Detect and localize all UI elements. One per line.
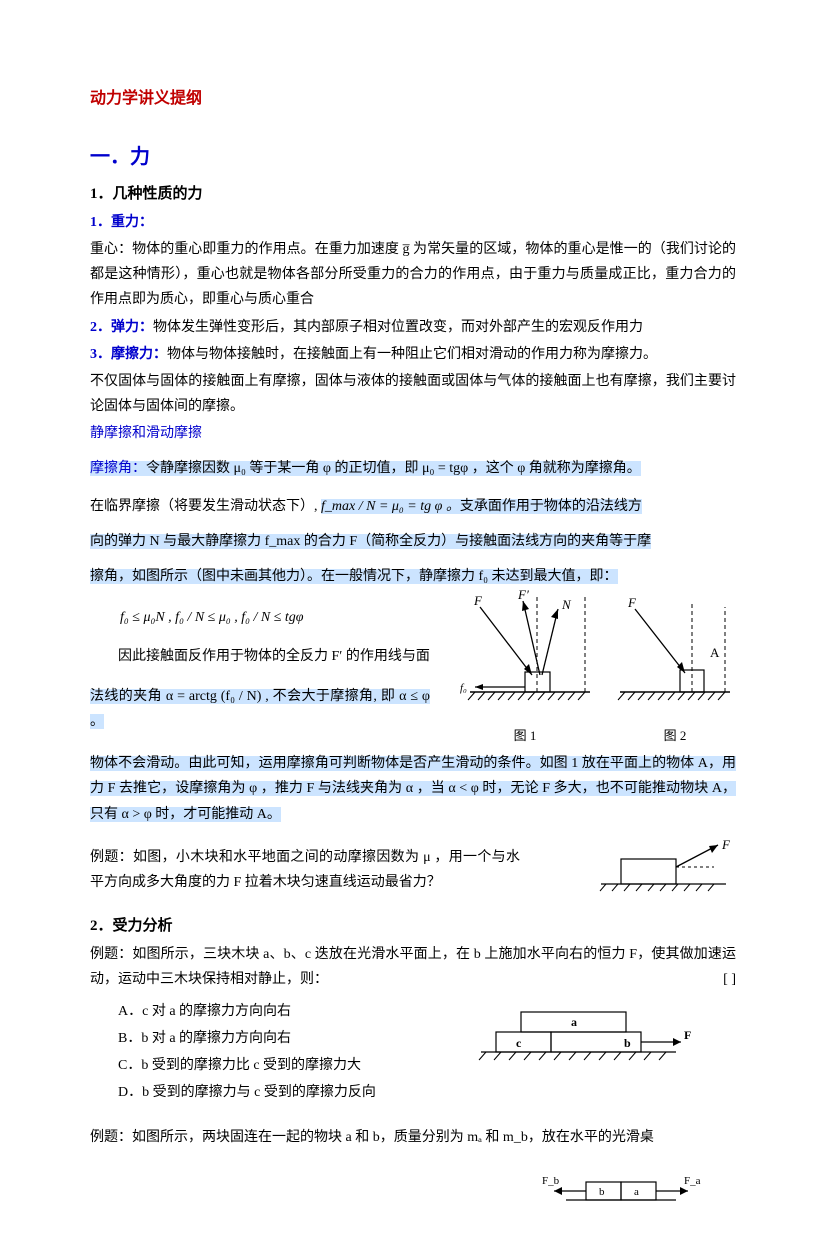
- svg-text:F′: F′: [517, 587, 529, 602]
- formula-group: f₀ ≤ μ₀N , f₀ / N ≤ μ₀ , f₀ / N ≤ tgφ: [90, 597, 430, 634]
- text-friction-2: 不仅固体与固体的接触面上有摩擦，固体与液体的接触面或固体与气体的接触面上也有摩擦…: [90, 369, 736, 419]
- option-d: D．b 受到的摩擦力与 c 受到的摩擦力反向: [90, 1080, 476, 1105]
- svg-text:F: F: [721, 839, 731, 852]
- label-friction: 3．摩擦力：: [90, 347, 167, 362]
- svg-text:F_a: F_a: [684, 1175, 701, 1187]
- label-friction-angle: 摩擦角：: [90, 461, 146, 476]
- text-critical-formula: f_max / N = μ₀ = tg φ 。: [321, 499, 460, 514]
- text-example-3: 例题：如图所示，两块固连在一起的物块 a 和 b，质量分别为 mₐ 和 m_b，…: [90, 1125, 736, 1150]
- svg-text:F: F: [473, 593, 483, 608]
- svg-text:a: a: [634, 1186, 639, 1198]
- hl-critical: f_max / N = μ₀ = tg φ 。支承面作用于物体的沿法线方: [321, 499, 642, 514]
- text-static-sliding: 静摩擦和滑动摩擦: [90, 421, 736, 446]
- example-1-row: 例题：如图，小木块和水平地面之间的动摩擦因数为 μ ，用一个与水平方向成多大角度…: [90, 845, 736, 895]
- option-a: A．c 对 a 的摩擦力方向向右: [90, 999, 476, 1024]
- svg-text:c: c: [516, 1036, 522, 1050]
- svg-text:F: F: [627, 595, 637, 610]
- heading-properties: 1．几种性质的力: [90, 181, 736, 208]
- option-b: B．b 对 a 的摩擦力方向向右: [90, 1026, 476, 1051]
- svg-text:N: N: [561, 597, 572, 612]
- svg-text:b: b: [624, 1036, 631, 1050]
- figure-1: F F′ N f₀ 图 1: [450, 587, 600, 747]
- label-elastic: 2．弹力：: [90, 320, 153, 335]
- document-page: 动力学讲义提纲 一．力 1．几种性质的力 1．重力： 重心：物体的重心即重力的作…: [0, 0, 826, 1252]
- figure-bottom-blocks: F_b F_a b a: [526, 1172, 706, 1212]
- svg-text:F: F: [684, 1028, 691, 1042]
- row-normal-angle: 法线的夹角 α = arctg (f₀ / N) , 不会大于摩擦角, 即 α …: [90, 684, 430, 734]
- heading-analysis: 2．受力分析: [90, 913, 736, 940]
- text-therefore: 因此接触面反作用于物体的全反力 F′ 的作用线与面: [90, 644, 430, 669]
- bracket-blank: [ ]: [723, 967, 736, 992]
- label-gravity: 1．重力：: [90, 210, 736, 235]
- figure-2-label: 图 2: [610, 724, 740, 747]
- row-elastic: 2．弹力：物体发生弹性变形后，其内部原子相对位置改变，而对外部产生的宏观反作用力: [90, 315, 736, 340]
- formula-figure-row: f₀ ≤ μ₀N , f₀ / N ≤ μ₀ , f₀ / N ≤ tgφ 因此…: [90, 597, 736, 747]
- figure-2: F A 图 2: [610, 587, 740, 747]
- row-friction: 3．摩擦力：物体与物体接触时，在接触面上有一种阻止它们相对滑动的作用力称为摩擦力…: [90, 342, 736, 367]
- row-nf: 向的弹力 N 与最大静摩擦力 f_max 的合力 F（简称全反力）与接触面法线方…: [90, 529, 736, 554]
- text-critical-pre: 在临界摩擦（将要发生滑动状态下）,: [90, 499, 318, 514]
- svg-text:F_b: F_b: [542, 1175, 560, 1187]
- figure-pull-block: F: [596, 839, 736, 894]
- bottom-blocks-svg: F_b F_a b a: [526, 1172, 706, 1212]
- text-critical-post: 支承面作用于物体的沿法线方: [460, 499, 642, 514]
- text-fig-line: 擦角，如图所示（图中未画其他力）。在一般情况下，静摩擦力 f₀ 未达到最大值，即…: [90, 569, 618, 584]
- options-block: A．c 对 a 的摩擦力方向向右 B．b 对 a 的摩擦力方向向右 C．b 受到…: [90, 997, 736, 1108]
- stacked-blocks-svg: F a c b: [476, 997, 696, 1067]
- figure-stacked-blocks: F a c b: [476, 997, 736, 1108]
- example-2-stem-row: 例题：如图所示，三块木块 a、b、c 迭放在光滑水平面上，在 b 上施加水平向右…: [90, 942, 736, 992]
- text-friction-1: 物体与物体接触时，在接触面上有一种阻止它们相对滑动的作用力称为摩擦力。: [167, 347, 657, 362]
- svg-text:b: b: [599, 1186, 605, 1198]
- formula-and-text-col: f₀ ≤ μ₀N , f₀ / N ≤ μ₀ , f₀ / N ≤ tgφ 因此…: [90, 597, 430, 736]
- text-example-1: 例题：如图，小木块和水平地面之间的动摩擦因数为 μ ，用一个与水平方向成多大角度…: [90, 845, 520, 895]
- figure-1-label: 图 1: [450, 724, 600, 747]
- figure-2-svg: F A: [610, 587, 740, 722]
- svg-text:a: a: [571, 1015, 577, 1029]
- bottom-figure-row: F_b F_a b a: [90, 1152, 736, 1212]
- option-c: C．b 受到的摩擦力比 c 受到的摩擦力大: [90, 1053, 476, 1078]
- text-friction-angle-body: 令静摩擦因数 μ₀ 等于某一角 φ 的正切值，即 μ₀ = tgφ ，这个 φ …: [146, 461, 641, 476]
- row-critical: 在临界摩擦（将要发生滑动状态下）, f_max / N = μ₀ = tg φ …: [90, 494, 736, 519]
- text-slide-cond: 物体不会滑动。由此可知，运用摩擦角可判断物体是否产生滑动的条件。如图 1 放在平…: [90, 756, 736, 821]
- row-slide-cond: 物体不会滑动。由此可知，运用摩擦角可判断物体是否产生滑动的条件。如图 1 放在平…: [90, 751, 736, 827]
- pull-block-svg: F: [596, 839, 736, 894]
- svg-text:A: A: [710, 645, 720, 660]
- text-elastic: 物体发生弹性变形后，其内部原子相对位置改变，而对外部产生的宏观反作用力: [153, 320, 643, 335]
- text-example-2-stem: 例题：如图所示，三块木块 a、b、c 迭放在光滑水平面上，在 b 上施加水平向右…: [90, 947, 736, 987]
- hl-friction-angle: 摩擦角：令静摩擦因数 μ₀ 等于某一角 φ 的正切值，即 μ₀ = tgφ ，这…: [90, 461, 641, 476]
- figure-1-svg: F F′ N f₀: [450, 587, 600, 722]
- row-friction-angle: 摩擦角：令静摩擦因数 μ₀ 等于某一角 φ 的正切值，即 μ₀ = tgφ ，这…: [90, 456, 736, 481]
- subtitle: 动力学讲义提纲: [90, 85, 736, 114]
- section-heading-force: 一．力: [90, 139, 736, 175]
- text-nf-line: 向的弹力 N 与最大静摩擦力 f_max 的合力 F（简称全反力）与接触面法线方…: [90, 534, 651, 549]
- row-fig-line: 擦角，如图所示（图中未画其他力）。在一般情况下，静摩擦力 f₀ 未达到最大值，即…: [90, 564, 736, 589]
- text-gravity: 重心：物体的重心即重力的作用点。在重力加速度 g̅ 为常矢量的区域，物体的重心是…: [90, 237, 736, 313]
- svg-text:f₀: f₀: [460, 682, 467, 694]
- text-normal-angle: 法线的夹角 α = arctg (f₀ / N) , 不会大于摩擦角, 即 α …: [90, 689, 430, 729]
